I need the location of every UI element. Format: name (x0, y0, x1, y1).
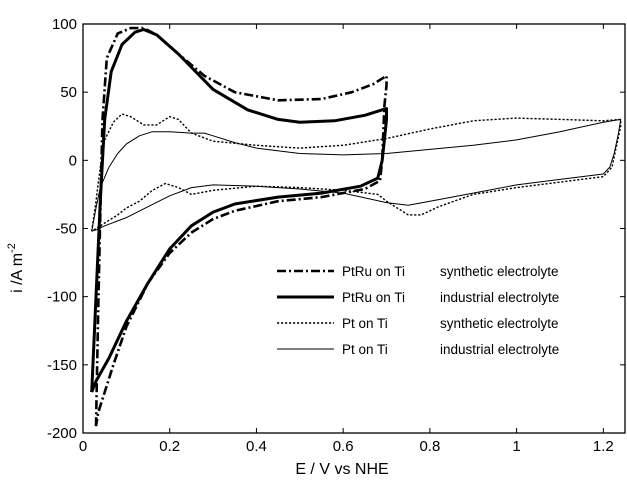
legend-description-4: industrial electrolyte (440, 342, 559, 357)
legend-description-1: synthetic electrolyte (440, 264, 559, 279)
y-tick-label: -150 (47, 357, 77, 374)
legend-description-2: industrial electrolyte (440, 290, 559, 305)
y-tick-label: -100 (47, 289, 77, 306)
series-line-3 (91, 113, 622, 232)
legend-description-3: synthetic electrolyte (440, 316, 559, 331)
y-tick-label: -200 (47, 425, 77, 442)
legend-material-1: PtRu on Ti (342, 264, 405, 279)
x-axis-title: E / V vs NHE (295, 461, 388, 478)
plot-frame (82, 23, 626, 434)
x-tick-label: 0.4 (246, 438, 267, 455)
y-tick-label: 50 (60, 84, 77, 101)
legend-material-2: PtRu on Ti (342, 290, 405, 305)
x-tick-label: 1.2 (593, 438, 614, 455)
y-axis-title: i /A m-2 (6, 243, 26, 293)
y-tick-label: 0 (69, 152, 77, 169)
x-tick-label: 1 (512, 438, 520, 455)
x-tick-label: 0.2 (159, 438, 180, 455)
x-tick-label: 0 (79, 438, 87, 455)
y-tick-label: 100 (52, 16, 77, 33)
tick-labels: 0 0.2 0.4 0.6 0.8 1 1.2 100 50 0 -50 -100 -150 -200 (47, 16, 614, 455)
legend: PtRu on Ti synthetic electrolyte PtRu on T… (277, 264, 559, 357)
legend-material-3: Pt on Ti (342, 316, 388, 331)
y-axis-title-main: i /A m (9, 253, 26, 293)
series-layer (90, 26, 622, 427)
series-line-2 (90, 28, 388, 393)
y-axis-title-superscript: -2 (6, 243, 18, 253)
series-line-4 (91, 118, 622, 232)
y-tick-label: -50 (55, 221, 77, 238)
x-tick-label: 0.6 (333, 438, 354, 455)
series-line-1 (94, 26, 388, 427)
axis-ticks (82, 23, 625, 434)
x-tick-label: 0.8 (419, 438, 440, 455)
legend-material-4: Pt on Ti (342, 342, 388, 357)
